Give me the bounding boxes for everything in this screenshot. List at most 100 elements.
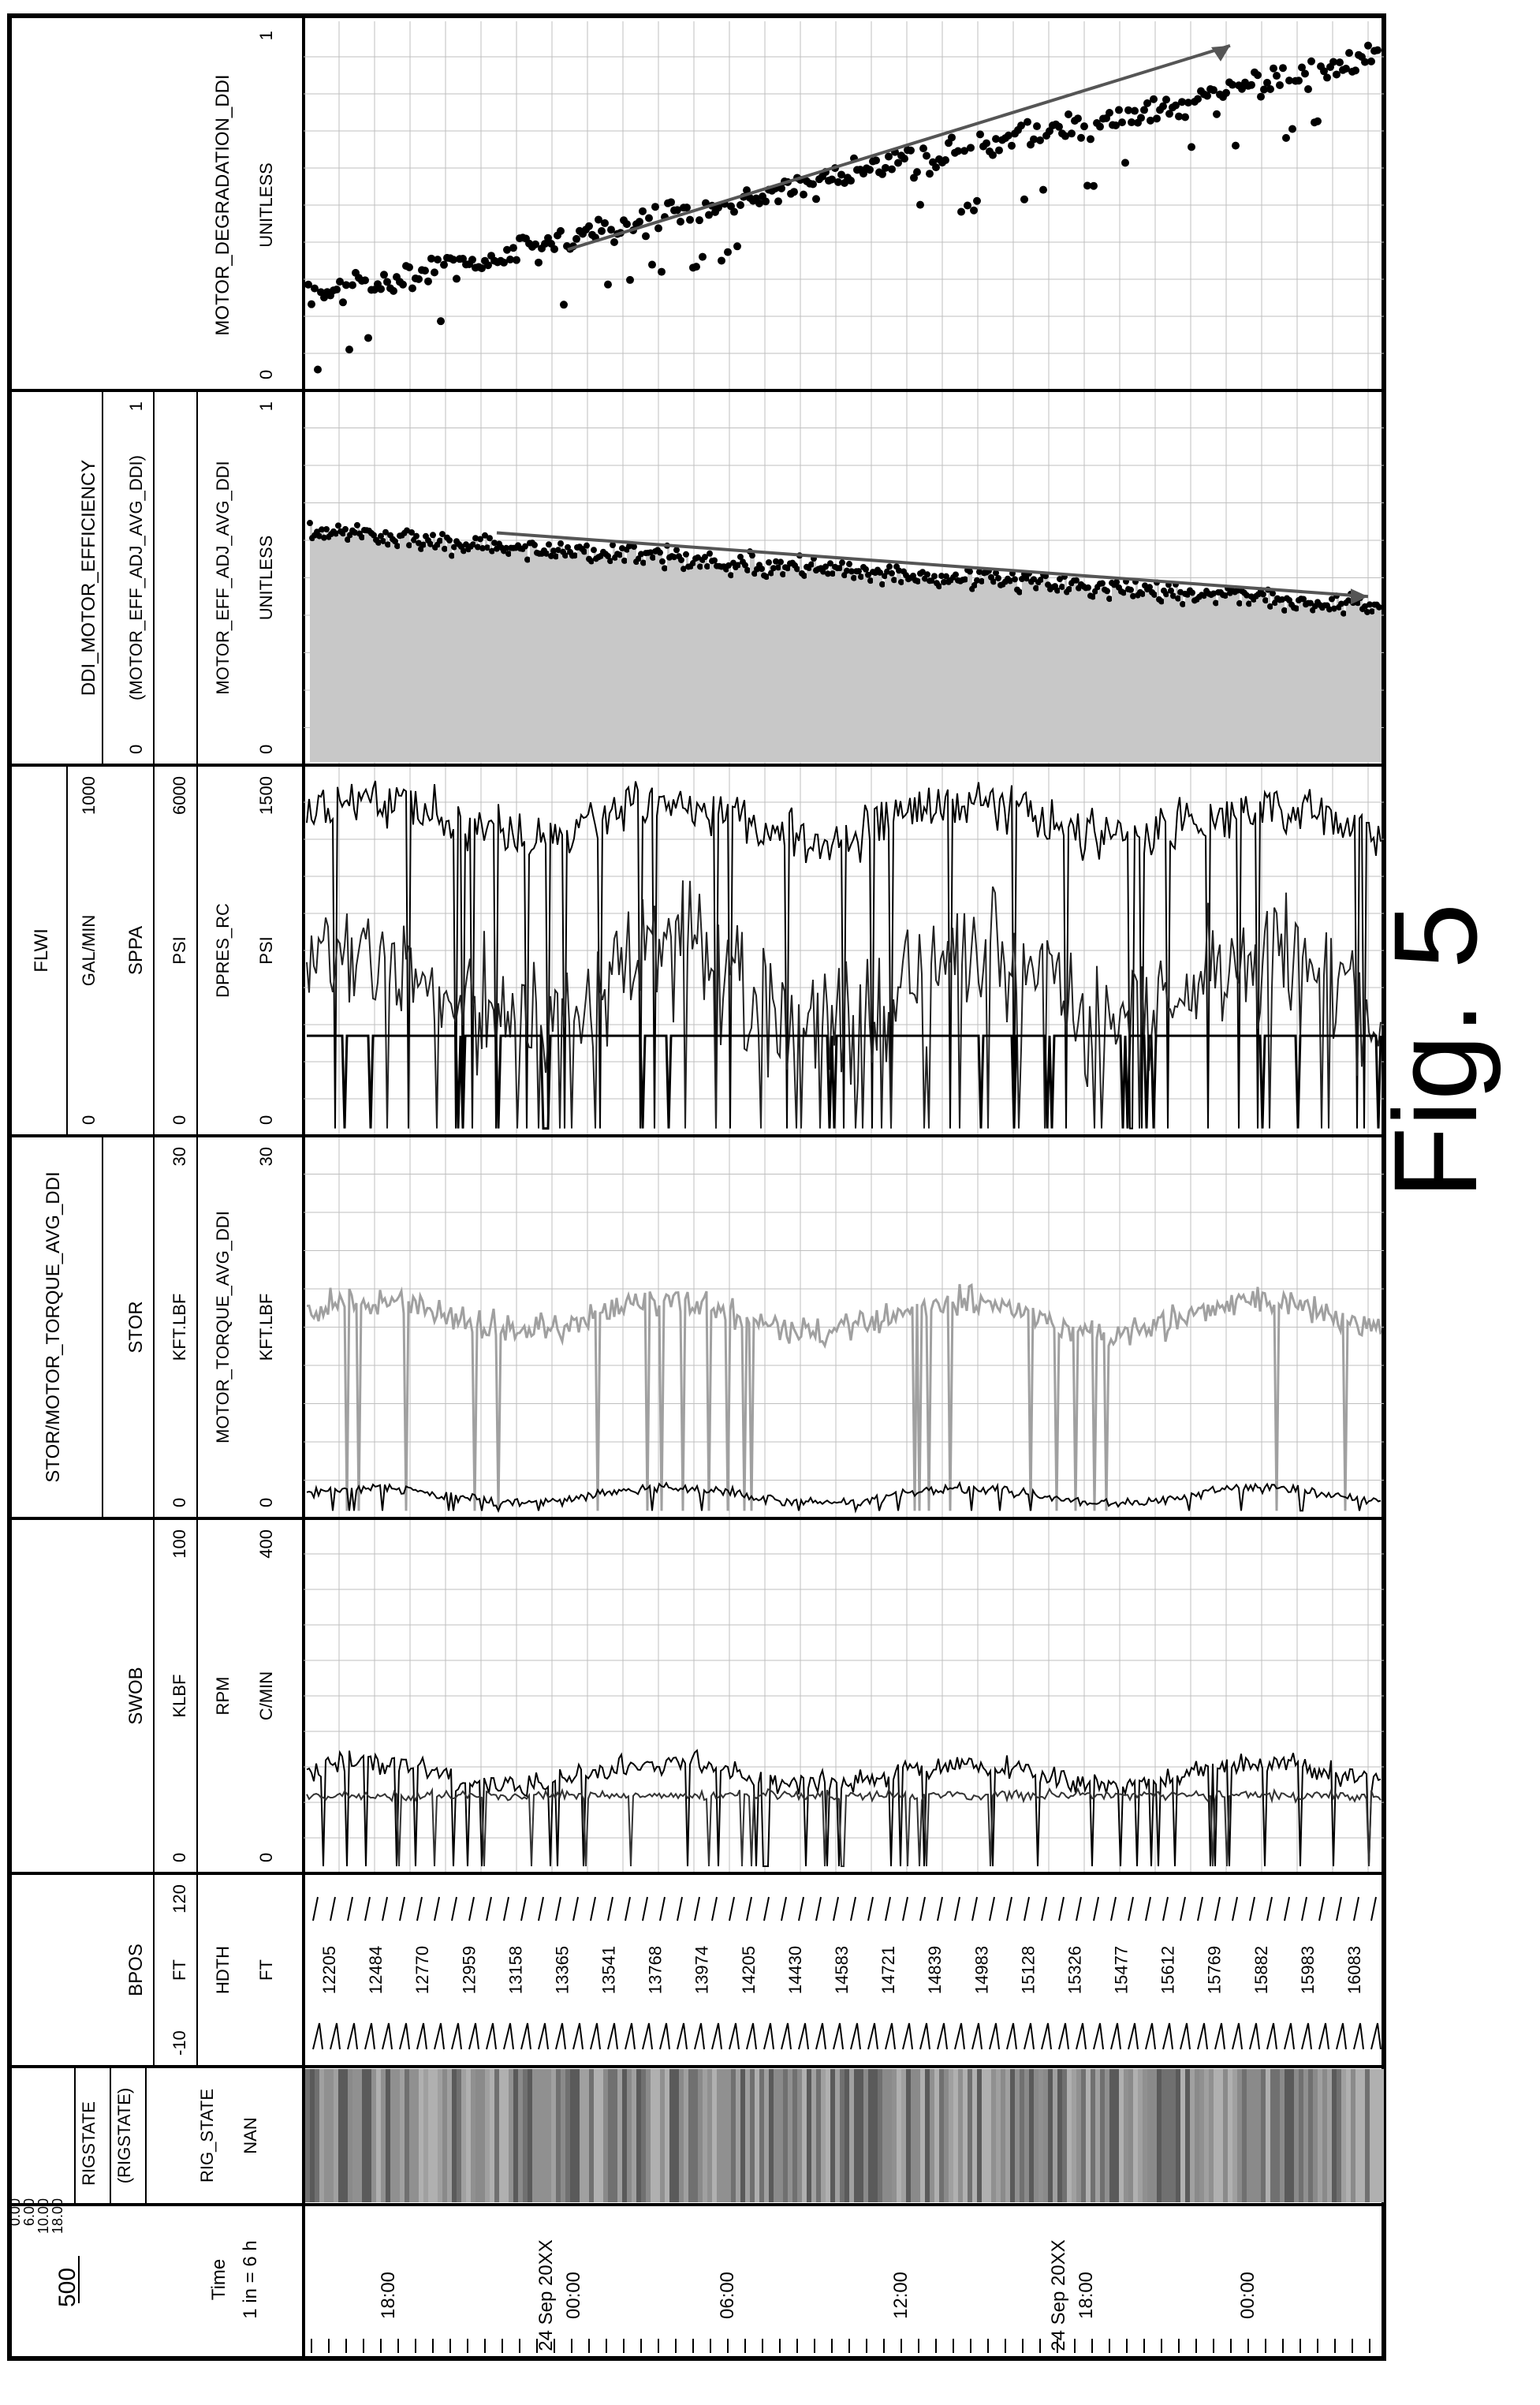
hdth-trace-segment — [1162, 1896, 1169, 1921]
efficiency-fill-bar — [1098, 587, 1100, 762]
efficiency-adj-scale-min: 0 — [126, 745, 146, 754]
efficiency-point — [1367, 601, 1373, 608]
efficiency-fill-bar — [842, 562, 845, 762]
efficiency-point — [863, 566, 869, 573]
efficiency-fill-bar — [1273, 593, 1275, 762]
hdth-trace-segment — [555, 1896, 561, 1921]
motor-torque-units-label: KFT.LBF — [256, 1294, 276, 1361]
degradation-point — [1121, 159, 1129, 167]
efficiency-fill-bar — [1202, 595, 1204, 762]
degradation-point — [667, 198, 675, 207]
efficiency-fill-bar — [925, 578, 927, 762]
degradation-point — [1203, 91, 1211, 100]
efficiency-fill-bar — [1358, 603, 1360, 762]
efficiency-fill-bar — [473, 544, 475, 762]
degradation-point — [1336, 58, 1344, 67]
efficiency-fill-bar — [816, 570, 818, 762]
efficiency-fill-bar — [717, 566, 719, 762]
time-header-label: Time — [208, 2259, 229, 2300]
efficiency-point — [335, 522, 341, 529]
rigstate-band — [1237, 2069, 1242, 2202]
motor-torque-scale-max: 30 — [256, 1147, 276, 1166]
efficiency-fill-bar — [748, 570, 750, 762]
hdth-trace-segment — [954, 1896, 960, 1921]
degradation-point — [531, 240, 539, 248]
rigstate-band — [1128, 2069, 1133, 2202]
rigstate-band — [1327, 2069, 1332, 2202]
bpos-trace-segment — [798, 2022, 809, 2050]
efficiency-point — [1300, 596, 1307, 603]
efficiency-point — [607, 558, 613, 565]
efficiency-fill-bar — [918, 581, 920, 762]
degradation-point — [468, 256, 476, 264]
efficiency-fill-bar — [1327, 605, 1329, 762]
efficiency-fill-bar — [587, 545, 589, 762]
efficiency-point — [375, 539, 382, 546]
hdth-depth-label: 15769 — [1205, 1946, 1225, 1994]
efficiency-fill-bar — [684, 569, 686, 762]
efficiency-point — [439, 531, 446, 538]
efficiency-fill-bar — [341, 531, 343, 762]
efficiency-fill-bar — [362, 537, 364, 762]
efficiency-fill-bar — [1313, 610, 1315, 762]
bpos-trace-segment — [902, 2022, 913, 2050]
rigstate-band — [1289, 2069, 1294, 2202]
degradation-point — [390, 286, 397, 295]
rigstate-band — [1379, 2069, 1384, 2202]
rigstate-band — [1299, 2069, 1303, 2202]
efficiency-point — [1345, 597, 1352, 604]
efficiency-fill-bar — [1128, 588, 1131, 762]
efficiency-fill-bar — [828, 573, 830, 762]
efficiency-fill-bar — [745, 565, 748, 762]
efficiency-point — [1099, 580, 1106, 587]
rigstate-band — [911, 2069, 915, 2202]
degradation-point — [500, 258, 508, 267]
efficiency-fill-bar — [830, 563, 833, 762]
rigstate-band — [1001, 2069, 1005, 2202]
efficiency-point — [993, 570, 999, 577]
efficiency-fill-bar — [1206, 591, 1209, 762]
efficiency-fill-bar — [915, 580, 918, 762]
hdth-trace-segment — [971, 1896, 978, 1921]
degradation-point — [427, 254, 435, 263]
degradation-scale-max: 1 — [256, 31, 276, 40]
rigstate-band — [1308, 2069, 1313, 2202]
efficiency-fill-bar — [584, 551, 587, 762]
efficiency-fill-bar — [412, 532, 414, 762]
efficiency-fill-bar — [979, 571, 982, 762]
rigstate-band — [409, 2069, 414, 2202]
rigstate-band — [906, 2069, 911, 2202]
degradation-point — [658, 267, 666, 276]
efficiency-fill-bar — [397, 546, 400, 762]
rigstate-band — [788, 2069, 792, 2202]
figure-label: Fig. 5 — [1369, 902, 1501, 1199]
efficiency-point — [1246, 600, 1252, 607]
efficiency-point — [938, 573, 945, 580]
rigstate-band — [575, 2069, 580, 2202]
figure-number-label: 500 — [54, 2268, 80, 2307]
efficiency-fill-bar — [776, 561, 778, 762]
efficiency-fill-bar — [1341, 603, 1344, 762]
flwi-scale-max: 1000 — [79, 776, 99, 815]
efficiency-fill-bar — [1320, 605, 1322, 762]
efficiency-fill-bar — [1282, 599, 1285, 762]
efficiency-point — [1262, 597, 1269, 604]
degradation-point — [901, 155, 908, 163]
bpos-trace-segment — [382, 2022, 393, 2050]
efficiency-point — [319, 526, 325, 533]
efficiency-fill-bar — [1093, 596, 1095, 762]
efficiency-fill-bar — [357, 525, 360, 762]
efficiency-fill-bar — [677, 550, 679, 762]
efficiency-point — [995, 574, 1001, 581]
efficiency-trend-arrowhead — [1351, 588, 1368, 605]
rigstate-band — [343, 2069, 348, 2202]
rigstate-band — [830, 2069, 835, 2202]
degradation-point — [1213, 110, 1221, 118]
efficiency-fill-bar — [1251, 596, 1254, 762]
efficiency-fill-bar — [823, 571, 826, 762]
rigstate-band — [679, 2069, 684, 2202]
degradation-point — [437, 317, 445, 326]
degradation-point — [913, 168, 921, 177]
efficiency-point — [548, 552, 554, 559]
rigstate-band — [1020, 2069, 1024, 2202]
